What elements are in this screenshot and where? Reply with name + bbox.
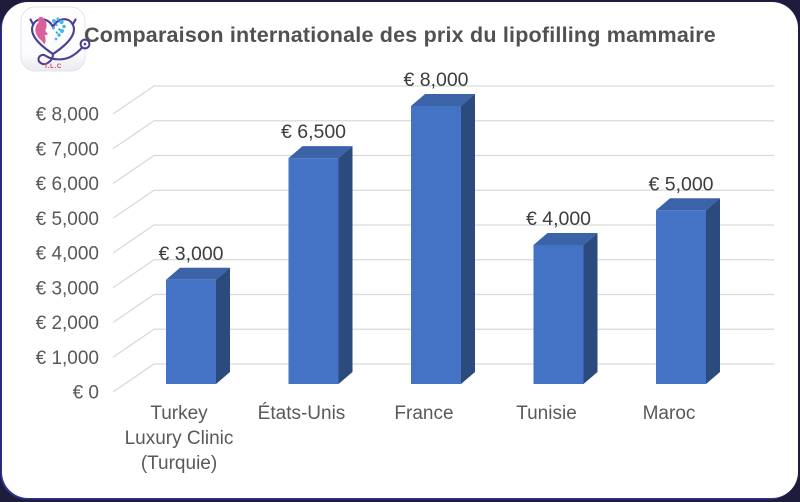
bar-top-face: [411, 94, 475, 106]
bar-front-face: [411, 106, 461, 384]
data-label: € 3,000: [158, 243, 223, 265]
y-tick-label: € 4,000: [36, 244, 99, 265]
bar-side-face: [461, 94, 475, 384]
clinic-logo: T.L.C: [20, 6, 91, 72]
bar: [656, 198, 720, 384]
y-tick-label: € 0: [73, 383, 99, 404]
category-label: États-Unis: [258, 403, 346, 424]
bar-top-face: [166, 267, 230, 280]
bar-front-face: [533, 245, 584, 384]
data-label: € 5,000: [648, 173, 713, 195]
y-tick-label: € 7,000: [36, 139, 99, 160]
category-label: Maroc: [643, 403, 696, 424]
bar-top-face: [533, 233, 598, 245]
category-label: Luxury Clinic: [125, 428, 234, 449]
butterfly-icon: [52, 17, 66, 41]
gridline: [112, 154, 774, 185]
gridline: [112, 85, 774, 115]
bar-side-face: [338, 146, 353, 384]
category-label: (Turquie): [141, 453, 217, 474]
bar: [166, 267, 230, 384]
data-label: € 8,000: [403, 69, 468, 91]
bar: [288, 146, 353, 384]
bar-front-face: [656, 210, 706, 384]
y-axis-tick-labels: € 0 € 1,000 € 2,000 € 3,000 € 4,000 € 5,000 € …: [36, 105, 99, 404]
bar-side-face: [583, 233, 598, 384]
gridline: [112, 189, 774, 219]
y-tick-label: € 3,000: [36, 278, 99, 299]
bar-top-face: [288, 146, 353, 159]
y-tick-label: € 5,000: [36, 209, 99, 230]
y-tick-label: € 2,000: [36, 313, 99, 334]
bar: [533, 233, 598, 384]
bar-top-face: [656, 198, 720, 211]
gridline: [112, 224, 774, 254]
bar-front-face: [288, 158, 339, 384]
logo-caption: T.L.C: [44, 63, 62, 70]
y-tick-label: € 6,000: [36, 174, 99, 195]
data-labels: € 3,000 € 6,500 € 8,000 € 4,000 € 5,000: [158, 69, 713, 265]
woman-profile-icon: [35, 16, 48, 45]
y-tick-label: € 8,000: [36, 105, 99, 126]
bars: [166, 94, 720, 384]
category-label: France: [394, 403, 453, 424]
bar-side-face: [706, 198, 720, 384]
x-axis-category-labels: Turkey Luxury Clinic (Turquie) États-Unis Fr…: [125, 403, 696, 474]
category-label: Turkey: [150, 403, 208, 424]
gridline: [112, 120, 774, 150]
bar: [411, 94, 475, 384]
data-label: € 4,000: [526, 208, 591, 230]
chart-title: Comparaison internationale des prix du l…: [84, 23, 716, 47]
y-tick-label: € 1,000: [36, 348, 99, 369]
category-label: Tunisie: [516, 403, 577, 424]
bar-side-face: [216, 267, 230, 384]
bar-front-face: [166, 279, 216, 384]
data-label: € 6,500: [281, 121, 346, 143]
